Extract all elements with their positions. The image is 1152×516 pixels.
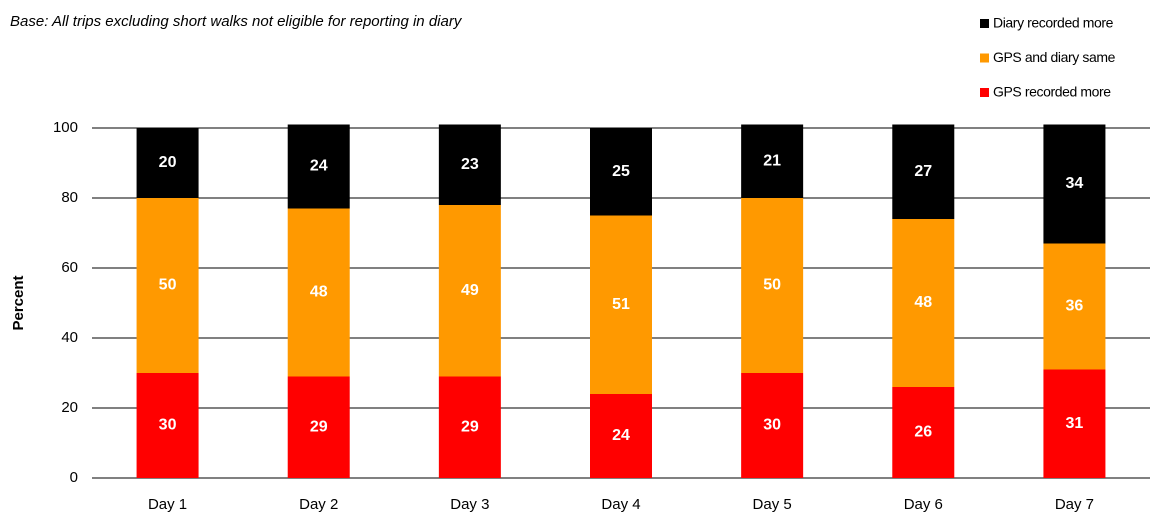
- bar-segment: [1043, 124, 1106, 244]
- value-label: 29: [461, 418, 479, 435]
- value-label: 48: [914, 294, 932, 311]
- bar-segment: [741, 124, 804, 198]
- value-label: 23: [461, 156, 479, 173]
- bar-segment: [438, 376, 501, 478]
- value-label: 30: [763, 417, 781, 434]
- bar-segment: [590, 394, 652, 478]
- bar-segment: [892, 387, 955, 478]
- x-tick-label: Day 5: [753, 496, 792, 513]
- bar-segment: [136, 128, 199, 198]
- legend-label: GPS and diary same: [993, 49, 1116, 65]
- bar-segment: [438, 124, 501, 205]
- bar-segment: [892, 219, 955, 387]
- bar-segment: [438, 205, 501, 377]
- value-label: 29: [310, 418, 328, 435]
- x-tick-label: Day 7: [1055, 496, 1094, 513]
- value-label: 48: [310, 284, 328, 301]
- value-label: 50: [159, 277, 177, 294]
- bar-segment: [287, 376, 350, 478]
- bar-segment: [892, 124, 955, 219]
- value-label: 50: [763, 277, 781, 294]
- value-label: 31: [1066, 415, 1084, 432]
- value-label: 20: [159, 154, 177, 171]
- chart-subtitle: Base: All trips excluding short walks no…: [10, 13, 463, 30]
- x-tick-label: Day 6: [904, 496, 943, 513]
- value-label: 51: [612, 296, 630, 313]
- x-tick-label: Day 4: [601, 496, 640, 513]
- value-label: 26: [914, 424, 932, 441]
- legend-swatch: [980, 19, 989, 28]
- bar-segment: [741, 373, 804, 478]
- value-label: 49: [461, 282, 479, 299]
- bar-segment: [1043, 369, 1106, 478]
- y-tick-label: 40: [61, 329, 78, 346]
- y-tick-label: 0: [70, 469, 78, 486]
- y-tick-label: 80: [61, 189, 78, 206]
- bar-segment: [1043, 243, 1106, 370]
- bar-segment: [136, 198, 199, 373]
- value-label: 30: [159, 417, 177, 434]
- legend-label: GPS recorded more: [993, 84, 1111, 100]
- legend-swatch: [980, 88, 989, 97]
- value-label: 24: [310, 158, 328, 175]
- y-tick-label: 100: [53, 119, 78, 136]
- y-tick-label: 20: [61, 399, 78, 416]
- bar-segment: [136, 373, 199, 478]
- bar-segment: [287, 208, 350, 377]
- y-axis-label: Percent: [10, 275, 27, 330]
- bar-segment: [590, 215, 652, 394]
- x-tick-label: Day 2: [299, 496, 338, 513]
- bar-segment: [590, 128, 652, 216]
- value-label: 25: [612, 163, 630, 180]
- x-tick-label: Day 3: [450, 496, 489, 513]
- x-tick-label: Day 1: [148, 496, 187, 513]
- value-label: 27: [914, 163, 932, 180]
- bar-segment: [741, 198, 804, 373]
- y-tick-label: 60: [61, 259, 78, 276]
- value-label: 21: [763, 152, 781, 169]
- legend-label: Diary recorded more: [993, 15, 1114, 31]
- legend-swatch: [980, 53, 989, 63]
- bar-segment: [287, 124, 350, 209]
- value-label: 36: [1066, 298, 1084, 315]
- value-label: 34: [1066, 175, 1084, 192]
- value-label: 24: [612, 427, 630, 444]
